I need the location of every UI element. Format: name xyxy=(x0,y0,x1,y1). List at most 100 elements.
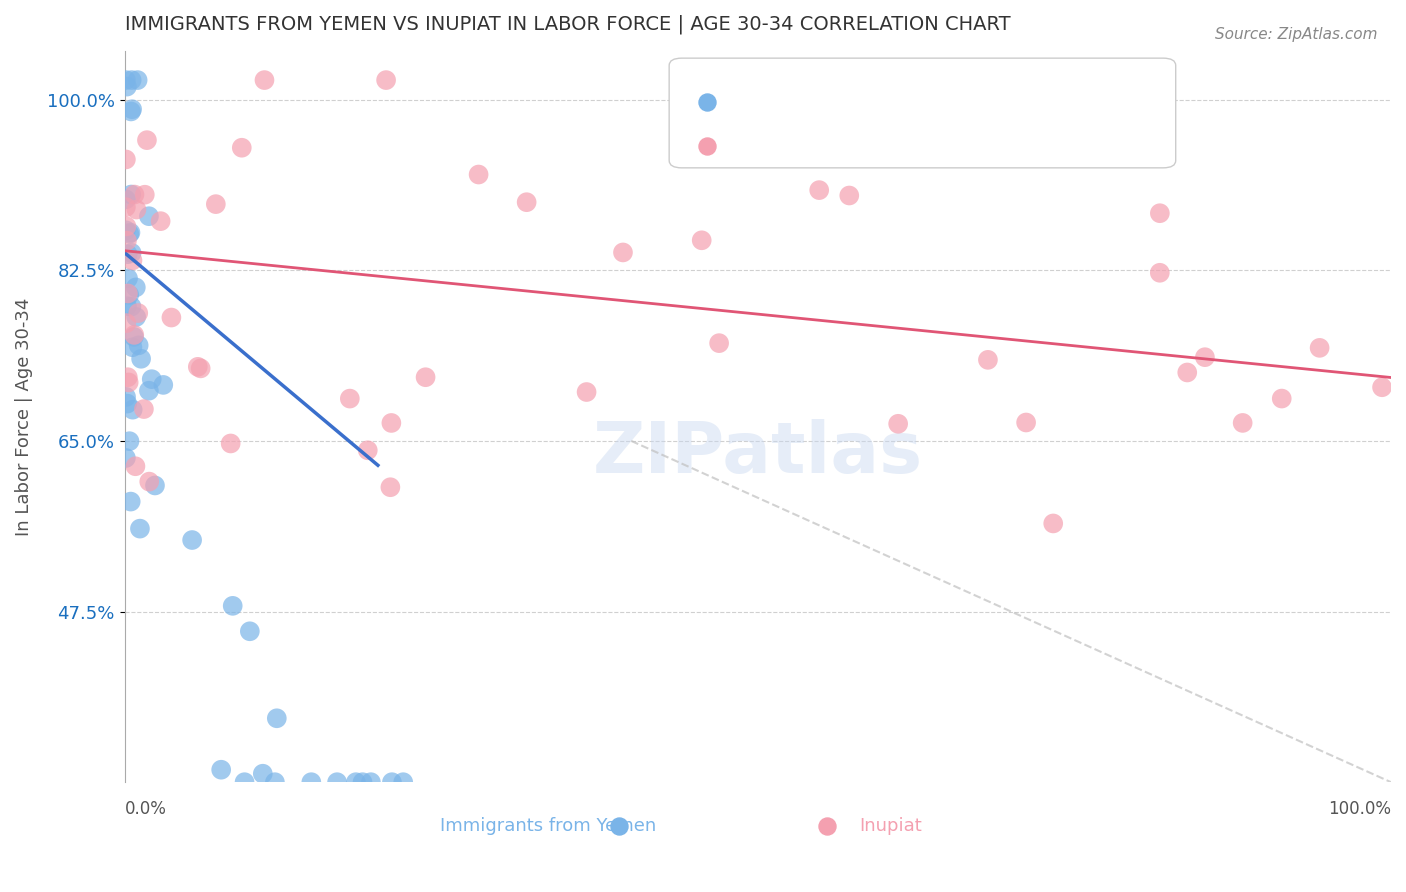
Point xyxy=(707,336,730,351)
Point xyxy=(838,188,860,202)
Point xyxy=(360,775,382,789)
Point xyxy=(690,233,713,247)
Point xyxy=(115,153,138,167)
Text: 52: 52 xyxy=(955,136,979,155)
Point xyxy=(138,384,160,398)
Point xyxy=(120,187,142,202)
Point xyxy=(128,338,150,352)
Point xyxy=(205,197,228,211)
Point xyxy=(117,286,139,301)
Point xyxy=(115,316,138,330)
FancyBboxPatch shape xyxy=(669,58,1175,168)
Point xyxy=(696,161,718,175)
Point xyxy=(115,79,138,94)
Text: Source: ZipAtlas.com: Source: ZipAtlas.com xyxy=(1215,27,1378,42)
Point xyxy=(339,392,361,406)
Point xyxy=(299,775,322,789)
Point xyxy=(125,202,148,217)
Point xyxy=(352,775,374,789)
Point xyxy=(138,475,160,489)
Point xyxy=(115,299,138,313)
Point xyxy=(219,436,242,450)
Point xyxy=(129,351,152,366)
Point xyxy=(115,223,138,237)
Point xyxy=(1232,416,1254,430)
Point xyxy=(129,522,152,536)
Point xyxy=(209,763,232,777)
Point xyxy=(121,245,143,260)
Point xyxy=(117,370,139,384)
Point xyxy=(115,73,138,87)
Point xyxy=(1371,380,1393,394)
Point xyxy=(132,402,155,417)
Point xyxy=(266,711,288,725)
Point xyxy=(392,775,415,789)
Point xyxy=(1271,392,1294,406)
Point xyxy=(121,402,143,417)
Point xyxy=(808,183,831,197)
Point xyxy=(121,253,143,268)
Point xyxy=(887,417,910,431)
Point xyxy=(134,187,156,202)
Point xyxy=(138,209,160,223)
Point xyxy=(115,219,138,234)
Point xyxy=(124,187,146,202)
Point xyxy=(136,133,159,147)
Text: 50: 50 xyxy=(955,93,979,111)
Point xyxy=(118,227,141,241)
Point xyxy=(1194,350,1216,364)
Text: ZIPatlas: ZIPatlas xyxy=(593,418,922,488)
Point xyxy=(253,73,276,87)
Point xyxy=(149,214,172,228)
Point xyxy=(1149,206,1171,220)
Text: Inupiat: Inupiat xyxy=(859,817,922,835)
Point xyxy=(124,459,146,474)
Point xyxy=(122,327,145,342)
Point xyxy=(127,306,149,320)
Point xyxy=(1042,516,1064,531)
Point xyxy=(977,352,1000,367)
Point xyxy=(357,443,380,458)
Point xyxy=(117,396,139,410)
Point xyxy=(120,226,142,240)
Point xyxy=(516,195,538,210)
Point xyxy=(152,378,174,392)
Text: IMMIGRANTS FROM YEMEN VS INUPIAT IN LABOR FORCE | AGE 30-34 CORRELATION CHART: IMMIGRANTS FROM YEMEN VS INUPIAT IN LABO… xyxy=(125,15,1011,35)
Point xyxy=(143,478,166,492)
Point xyxy=(125,280,148,294)
Text: Immigrants from Yemen: Immigrants from Yemen xyxy=(440,817,657,835)
Point xyxy=(375,73,398,87)
Text: R = -0.262   N =: R = -0.262 N = xyxy=(738,93,880,111)
Point xyxy=(118,434,141,449)
Point xyxy=(612,245,634,260)
Point xyxy=(380,416,402,430)
Point xyxy=(115,450,138,465)
Point xyxy=(181,533,204,547)
Point xyxy=(121,73,143,87)
Point xyxy=(117,247,139,261)
Point xyxy=(115,192,138,206)
Point xyxy=(121,340,143,354)
Text: R = -0.274   N =: R = -0.274 N = xyxy=(738,136,880,155)
Point xyxy=(1149,266,1171,280)
Point xyxy=(127,73,149,87)
Y-axis label: In Labor Force | Age 30-34: In Labor Force | Age 30-34 xyxy=(15,297,32,536)
Point xyxy=(120,494,142,508)
Point xyxy=(1309,341,1331,355)
Point xyxy=(125,310,148,324)
Point xyxy=(118,376,141,390)
Point xyxy=(326,775,349,789)
Point xyxy=(120,104,142,119)
Point xyxy=(222,599,245,613)
Point xyxy=(252,766,274,780)
Point xyxy=(381,775,404,789)
Point xyxy=(117,271,139,285)
Point xyxy=(141,372,163,386)
Point xyxy=(239,624,262,639)
Point xyxy=(122,330,145,344)
Point xyxy=(187,359,209,374)
Point xyxy=(190,361,212,376)
Point xyxy=(415,370,437,384)
Point xyxy=(231,141,253,155)
Point xyxy=(467,168,489,182)
